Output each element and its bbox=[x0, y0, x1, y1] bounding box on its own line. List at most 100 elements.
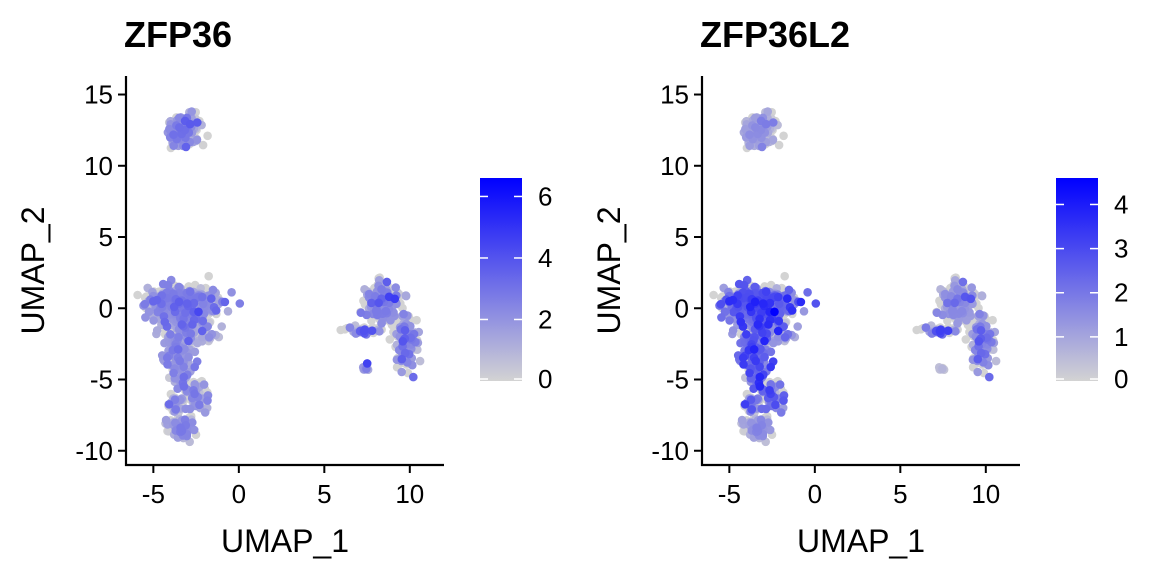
cell-point bbox=[943, 298, 952, 308]
cell-points bbox=[709, 107, 1001, 447]
cell-point bbox=[385, 335, 395, 344]
cell-point bbox=[198, 299, 208, 309]
cell-point bbox=[162, 353, 172, 363]
cell-point bbox=[751, 123, 760, 132]
cell-point bbox=[184, 336, 193, 346]
cell-point bbox=[391, 283, 401, 292]
cell-point bbox=[755, 382, 765, 391]
cell-point bbox=[169, 141, 178, 150]
cell-point bbox=[185, 287, 195, 297]
plot-title: ZFP36 bbox=[124, 14, 233, 55]
cell-point bbox=[953, 285, 962, 294]
x-axis-label: UMAP_1 bbox=[221, 523, 349, 559]
cell-point bbox=[774, 140, 784, 150]
y-tick-label: 10 bbox=[660, 151, 689, 181]
cell-point bbox=[220, 297, 230, 307]
cell-point bbox=[190, 362, 199, 372]
cell-point bbox=[398, 337, 408, 346]
cell-point bbox=[783, 294, 792, 303]
x-tick-label: -5 bbox=[142, 479, 165, 509]
cell-point bbox=[182, 299, 192, 308]
cell-point bbox=[769, 118, 778, 127]
cell-point bbox=[775, 380, 785, 389]
cell-point bbox=[184, 352, 193, 362]
cell-point bbox=[988, 315, 997, 325]
x-tick-label: 5 bbox=[317, 479, 331, 509]
cell-point bbox=[401, 291, 411, 301]
legend-tick-label: 0 bbox=[1114, 364, 1128, 394]
cell-point bbox=[943, 326, 953, 336]
cell-point bbox=[780, 271, 789, 281]
cell-point bbox=[194, 307, 203, 317]
cell-point bbox=[345, 323, 355, 332]
cell-point bbox=[755, 372, 765, 382]
cell-point bbox=[793, 322, 802, 331]
x-tick-label: -5 bbox=[718, 479, 741, 509]
cell-point bbox=[761, 119, 771, 129]
cell-point bbox=[780, 333, 790, 342]
cell-point bbox=[412, 315, 421, 325]
cell-point bbox=[725, 297, 734, 306]
cell-point bbox=[742, 330, 751, 339]
cell-point bbox=[779, 131, 788, 141]
cell-point bbox=[991, 356, 1001, 366]
cell-point bbox=[399, 309, 408, 319]
cell-point bbox=[193, 118, 202, 127]
cell-point bbox=[187, 107, 196, 116]
cell-point bbox=[397, 367, 407, 377]
cell-point bbox=[771, 400, 780, 410]
cell-point bbox=[757, 142, 767, 152]
x-tick-label: 5 bbox=[893, 479, 907, 509]
cell-point bbox=[140, 299, 150, 309]
cell-point bbox=[195, 400, 204, 410]
umap-scatter-plot: -5 0 5 10 -10 -5 0 5 10 15 UMAP_1 UMAP_2 0 2 4 6 bbox=[15, 76, 552, 559]
cell-point bbox=[175, 123, 184, 132]
cell-point bbox=[958, 277, 968, 287]
y-tick-label: 10 bbox=[84, 151, 113, 181]
cell-point bbox=[747, 405, 756, 414]
cell-point bbox=[761, 404, 771, 414]
cell-point bbox=[716, 299, 726, 309]
cell-point bbox=[765, 386, 774, 395]
cell-point bbox=[973, 354, 983, 364]
y-tick-label: -5 bbox=[666, 365, 689, 395]
cell-point bbox=[769, 338, 778, 348]
cell-point bbox=[185, 119, 195, 129]
cell-point bbox=[758, 299, 768, 308]
cell-point bbox=[799, 307, 809, 316]
cell-point bbox=[749, 345, 759, 354]
color-scale-bar bbox=[1056, 178, 1098, 381]
cell-point bbox=[377, 319, 386, 328]
cell-point bbox=[761, 287, 771, 297]
cell-point bbox=[381, 306, 391, 316]
cell-point bbox=[377, 285, 386, 294]
x-tick-label: 10 bbox=[971, 479, 1000, 509]
cell-point bbox=[356, 308, 366, 318]
cell-point bbox=[217, 322, 226, 331]
cell-point bbox=[764, 320, 773, 329]
cell-point bbox=[415, 356, 425, 366]
cell-point bbox=[745, 130, 754, 139]
cell-point bbox=[223, 307, 233, 316]
cell-point bbox=[943, 316, 952, 326]
cell-point bbox=[174, 297, 184, 307]
cell-point bbox=[190, 389, 199, 399]
cell-point bbox=[397, 354, 407, 364]
cell-point bbox=[200, 408, 210, 417]
cell-point bbox=[189, 425, 199, 435]
cell-point bbox=[985, 372, 994, 382]
cell-point bbox=[763, 107, 772, 116]
cell-point bbox=[375, 327, 384, 336]
cell-point bbox=[175, 356, 184, 366]
cell-point bbox=[169, 130, 178, 139]
x-tick-label: 0 bbox=[808, 479, 822, 509]
cell-point bbox=[149, 316, 158, 325]
cell-point bbox=[235, 299, 245, 308]
y-axis-label: UMAP_2 bbox=[591, 206, 627, 334]
cell-point bbox=[197, 326, 207, 336]
cell-point bbox=[950, 298, 959, 308]
cell-point bbox=[967, 283, 976, 292]
y-axis-label: UMAP_2 bbox=[15, 206, 51, 334]
cell-point bbox=[133, 290, 142, 300]
y-tick-label: 0 bbox=[675, 293, 689, 323]
